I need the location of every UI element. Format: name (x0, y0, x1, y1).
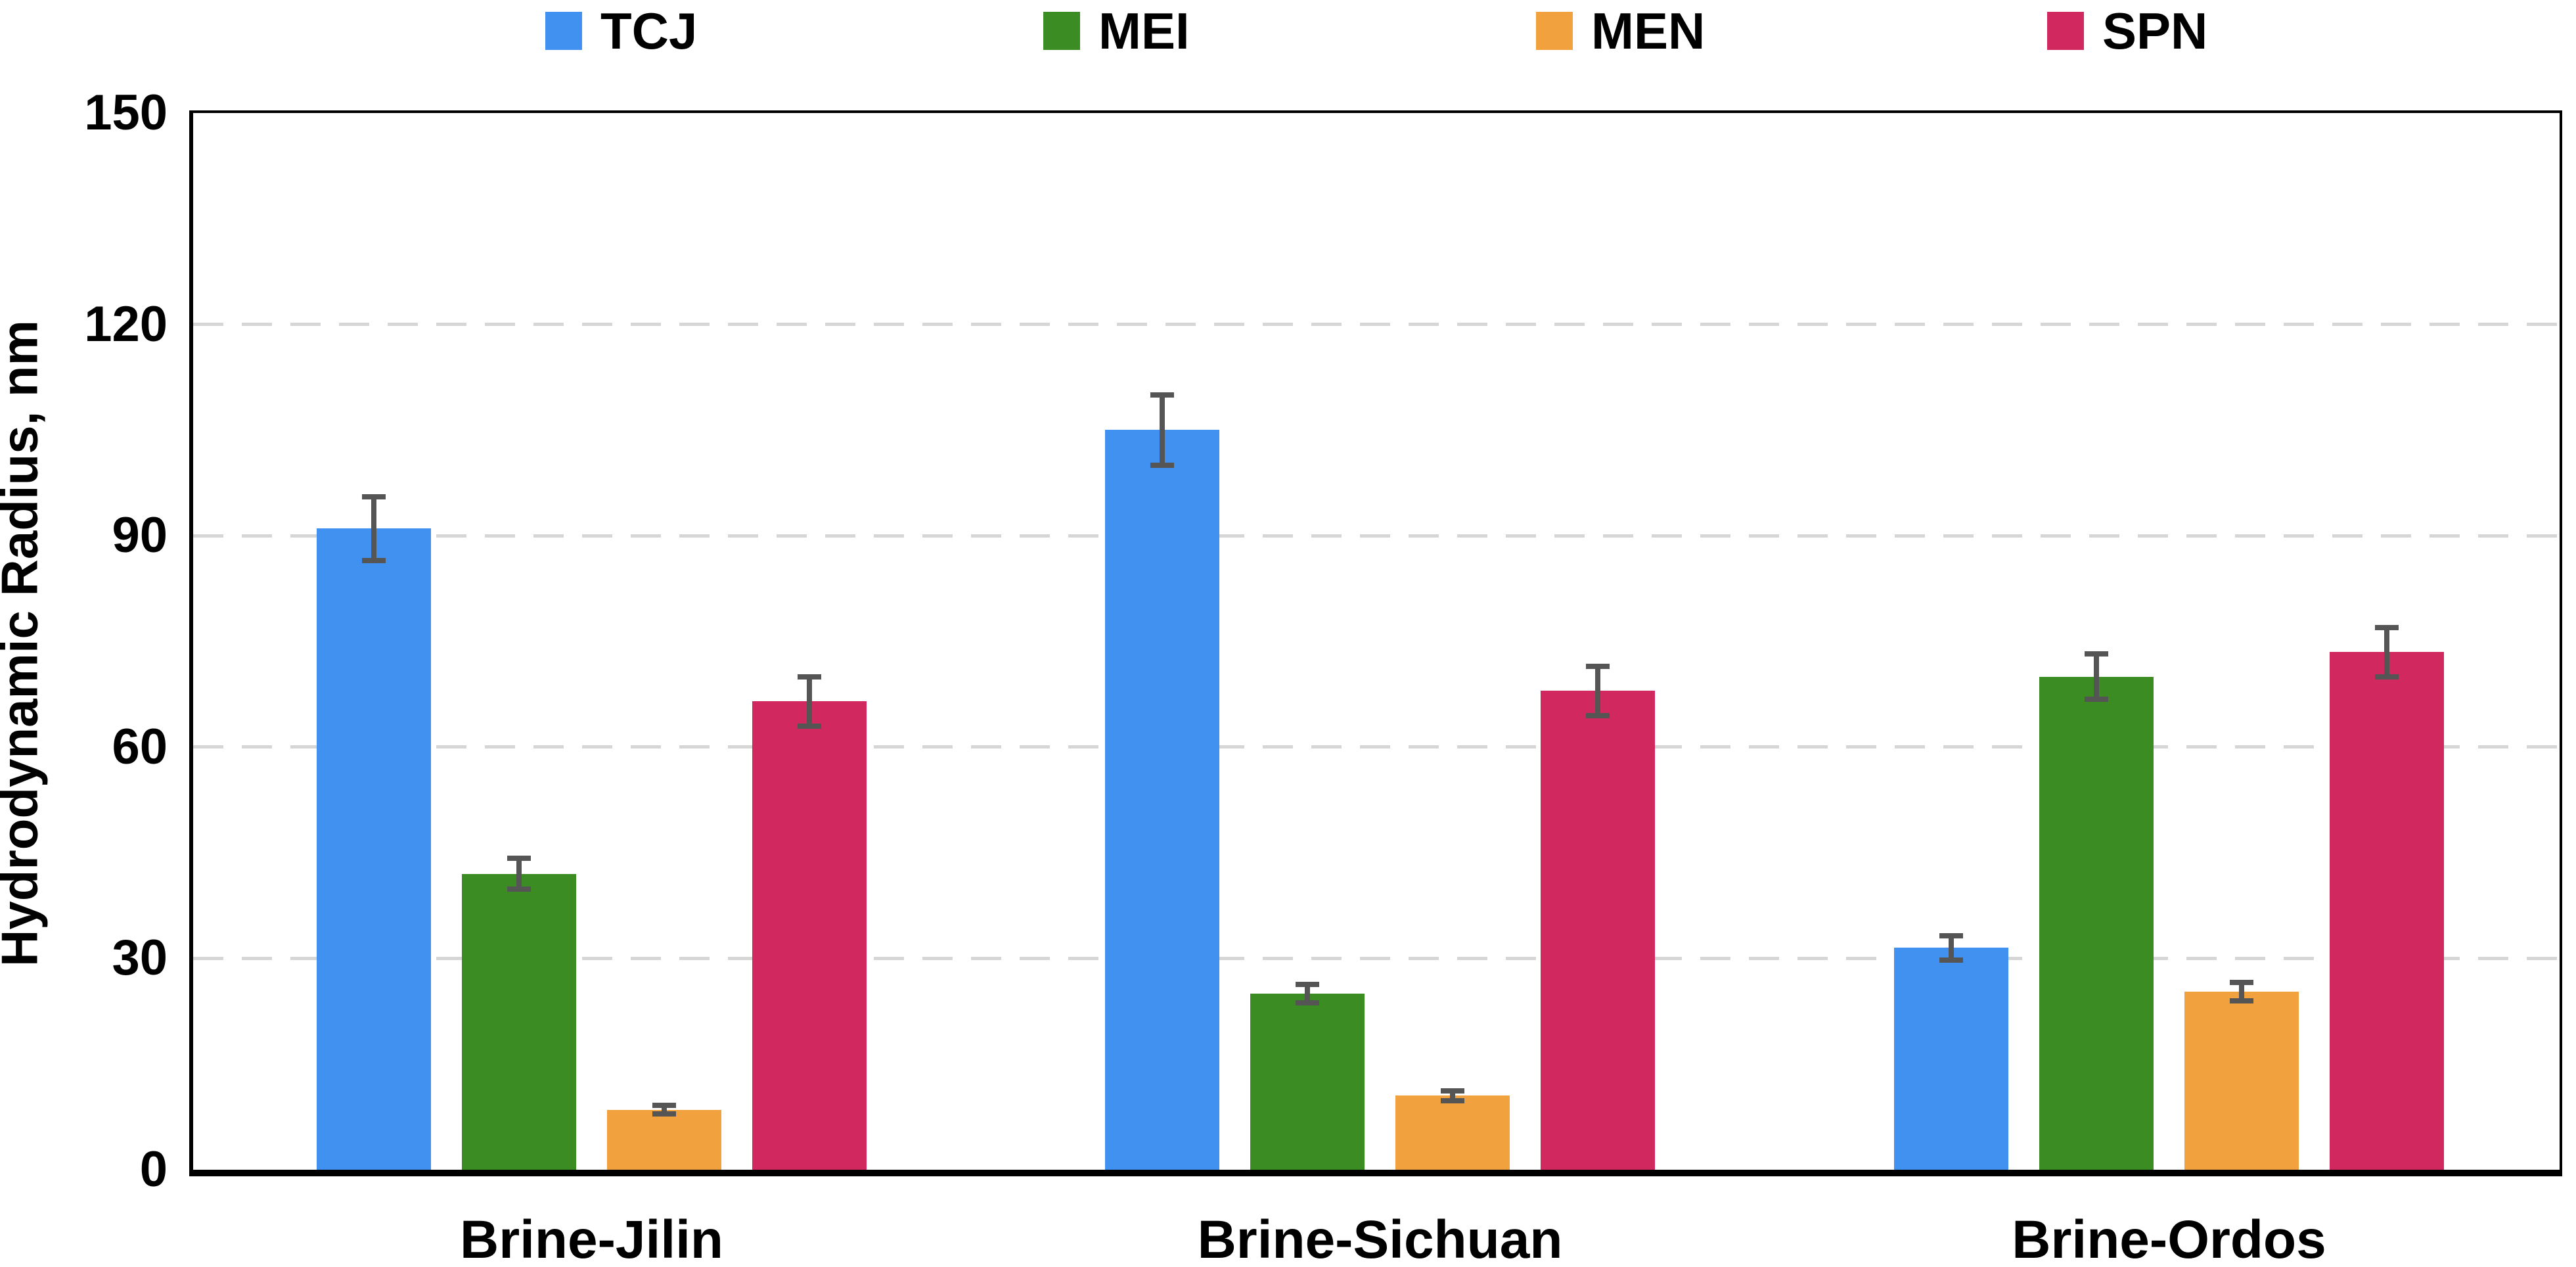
legend-label-mei: MEI (1098, 2, 1190, 60)
error-bar-spn-brine-jilin (807, 676, 812, 726)
error-bar-men-brine-sichuan (1450, 1090, 1455, 1101)
error-cap-top-mei-brine-jilin (507, 856, 531, 862)
bar-men-brine-jilin (607, 1109, 721, 1170)
bar-spn-brine-sichuan (1541, 691, 1655, 1170)
error-cap-bottom-mei-brine-sichuan (1296, 1000, 1319, 1005)
error-bar-men-brine-jilin (662, 1105, 667, 1115)
legend-label-men: MEN (1591, 2, 1706, 60)
error-cap-bottom-spn-brine-jilin (798, 723, 821, 729)
error-cap-top-mei-brine-sichuan (1296, 982, 1319, 988)
error-cap-bottom-mei-brine-ordos (2085, 696, 2108, 702)
error-cap-bottom-tcj-brine-jilin (362, 557, 386, 563)
x-category-label-brine-ordos: Brine-Ordos (2012, 1210, 2326, 1267)
error-cap-top-tcj-brine-jilin (362, 494, 386, 500)
y-tick-label-90: 90 (112, 507, 168, 564)
error-cap-top-mei-brine-ordos (2085, 651, 2108, 657)
error-cap-bottom-men-brine-jilin (652, 1111, 676, 1117)
error-cap-top-spn-brine-ordos (2375, 624, 2399, 630)
error-cap-top-tcj-brine-sichuan (1150, 392, 1174, 398)
gridline-30 (193, 956, 2560, 960)
y-tick-label-60: 60 (112, 718, 168, 775)
y-tick-label-150: 150 (84, 85, 168, 141)
bar-tcj-brine-sichuan (1105, 430, 1219, 1170)
error-bar-spn-brine-sichuan (1595, 666, 1600, 716)
error-bar-spn-brine-ordos (2384, 627, 2389, 677)
bar-spn-brine-ordos (2330, 652, 2444, 1170)
error-cap-bottom-men-brine-ordos (2230, 998, 2253, 1003)
y-tick-label-0: 0 (139, 1141, 168, 1197)
error-cap-top-men-brine-sichuan (1441, 1088, 1464, 1094)
error-bar-mei-brine-jilin (516, 858, 522, 890)
error-cap-bottom-tcj-brine-sichuan (1150, 463, 1174, 468)
y-axis-title: Hydrodynamic Radius, nm (0, 320, 49, 967)
bar-mei-brine-jilin (462, 873, 576, 1170)
chart-legend: TCJ MEI MEN SPN (0, 0, 2576, 79)
legend-swatch-men (1536, 12, 1573, 50)
gridline-60 (193, 745, 2560, 749)
error-cap-bottom-tcj-brine-ordos (1939, 957, 1963, 963)
error-bar-tcj-brine-sichuan (1160, 394, 1165, 465)
error-cap-top-men-brine-ordos (2230, 979, 2253, 985)
error-cap-bottom-spn-brine-ordos (2375, 674, 2399, 680)
plot-area (189, 110, 2562, 1176)
legend-swatch-tcj (545, 12, 582, 50)
error-bar-tcj-brine-jilin (371, 497, 376, 561)
x-category-label-brine-jilin: Brine-Jilin (460, 1210, 723, 1267)
bar-tcj-brine-ordos (1894, 948, 2008, 1170)
error-cap-bottom-men-brine-sichuan (1441, 1097, 1464, 1103)
y-tick-label-30: 30 (112, 930, 168, 986)
legend-swatch-mei (1043, 12, 1080, 50)
bar-men-brine-ordos (2184, 991, 2299, 1170)
legend-item-tcj: TCJ (545, 2, 698, 60)
error-bar-mei-brine-ordos (2094, 654, 2099, 699)
error-cap-bottom-mei-brine-jilin (507, 887, 531, 892)
legend-swatch-spn (2047, 12, 2084, 50)
error-cap-top-tcj-brine-ordos (1939, 933, 1963, 939)
bar-mei-brine-sichuan (1250, 994, 1365, 1170)
error-cap-top-spn-brine-jilin (798, 674, 821, 680)
legend-label-spn: SPN (2102, 2, 2208, 60)
x-category-label-brine-sichuan: Brine-Sichuan (1197, 1210, 1563, 1267)
error-cap-bottom-spn-brine-sichuan (1586, 712, 1610, 718)
legend-label-tcj: TCJ (600, 2, 698, 60)
legend-item-spn: SPN (2047, 2, 2208, 60)
bar-spn-brine-jilin (752, 701, 867, 1170)
error-cap-top-spn-brine-sichuan (1586, 663, 1610, 669)
legend-item-men: MEN (1536, 2, 1706, 60)
error-bar-tcj-brine-ordos (1949, 936, 1954, 960)
legend-item-mei: MEI (1043, 2, 1190, 60)
gridline-90 (193, 534, 2560, 538)
bar-men-brine-sichuan (1395, 1095, 1510, 1170)
bar-tcj-brine-jilin (317, 528, 431, 1170)
error-cap-top-men-brine-jilin (652, 1103, 676, 1109)
y-tick-label-120: 120 (84, 296, 168, 352)
bar-mei-brine-ordos (2039, 676, 2154, 1170)
error-bar-mei-brine-sichuan (1305, 984, 1310, 1003)
error-bar-men-brine-ordos (2239, 982, 2244, 1001)
gridline-120 (193, 323, 2560, 327)
